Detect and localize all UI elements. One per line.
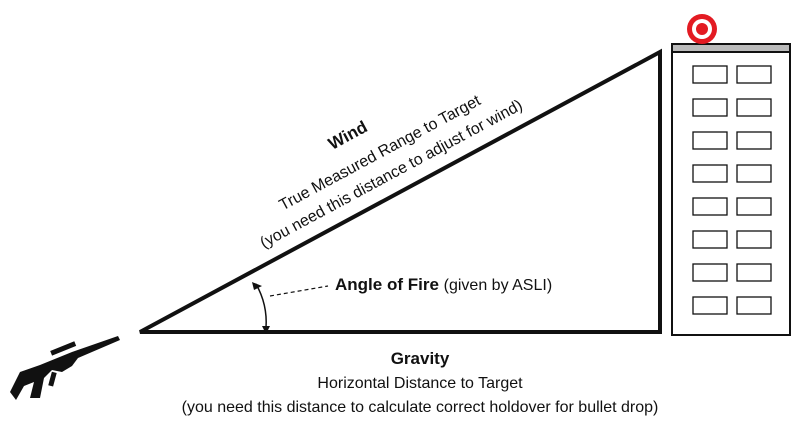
building xyxy=(671,43,791,336)
gravity-title: Gravity xyxy=(391,349,450,368)
gravity-line: (you need this distance to calculate cor… xyxy=(182,399,659,416)
angle-note: (given by ASLI) xyxy=(444,277,553,294)
arrow-head xyxy=(262,326,270,334)
target xyxy=(687,14,717,44)
angle-title: Angle of Fire xyxy=(335,275,439,294)
range-triangle xyxy=(139,48,662,334)
angle-pointer xyxy=(269,285,329,297)
arrow-head xyxy=(252,282,262,290)
rifle xyxy=(10,336,120,400)
wind-title: Wind xyxy=(325,117,370,153)
gravity-line: Horizontal Distance to Target xyxy=(317,375,523,392)
angle-label: Angle of Fire (given by ASLI) xyxy=(335,275,552,294)
